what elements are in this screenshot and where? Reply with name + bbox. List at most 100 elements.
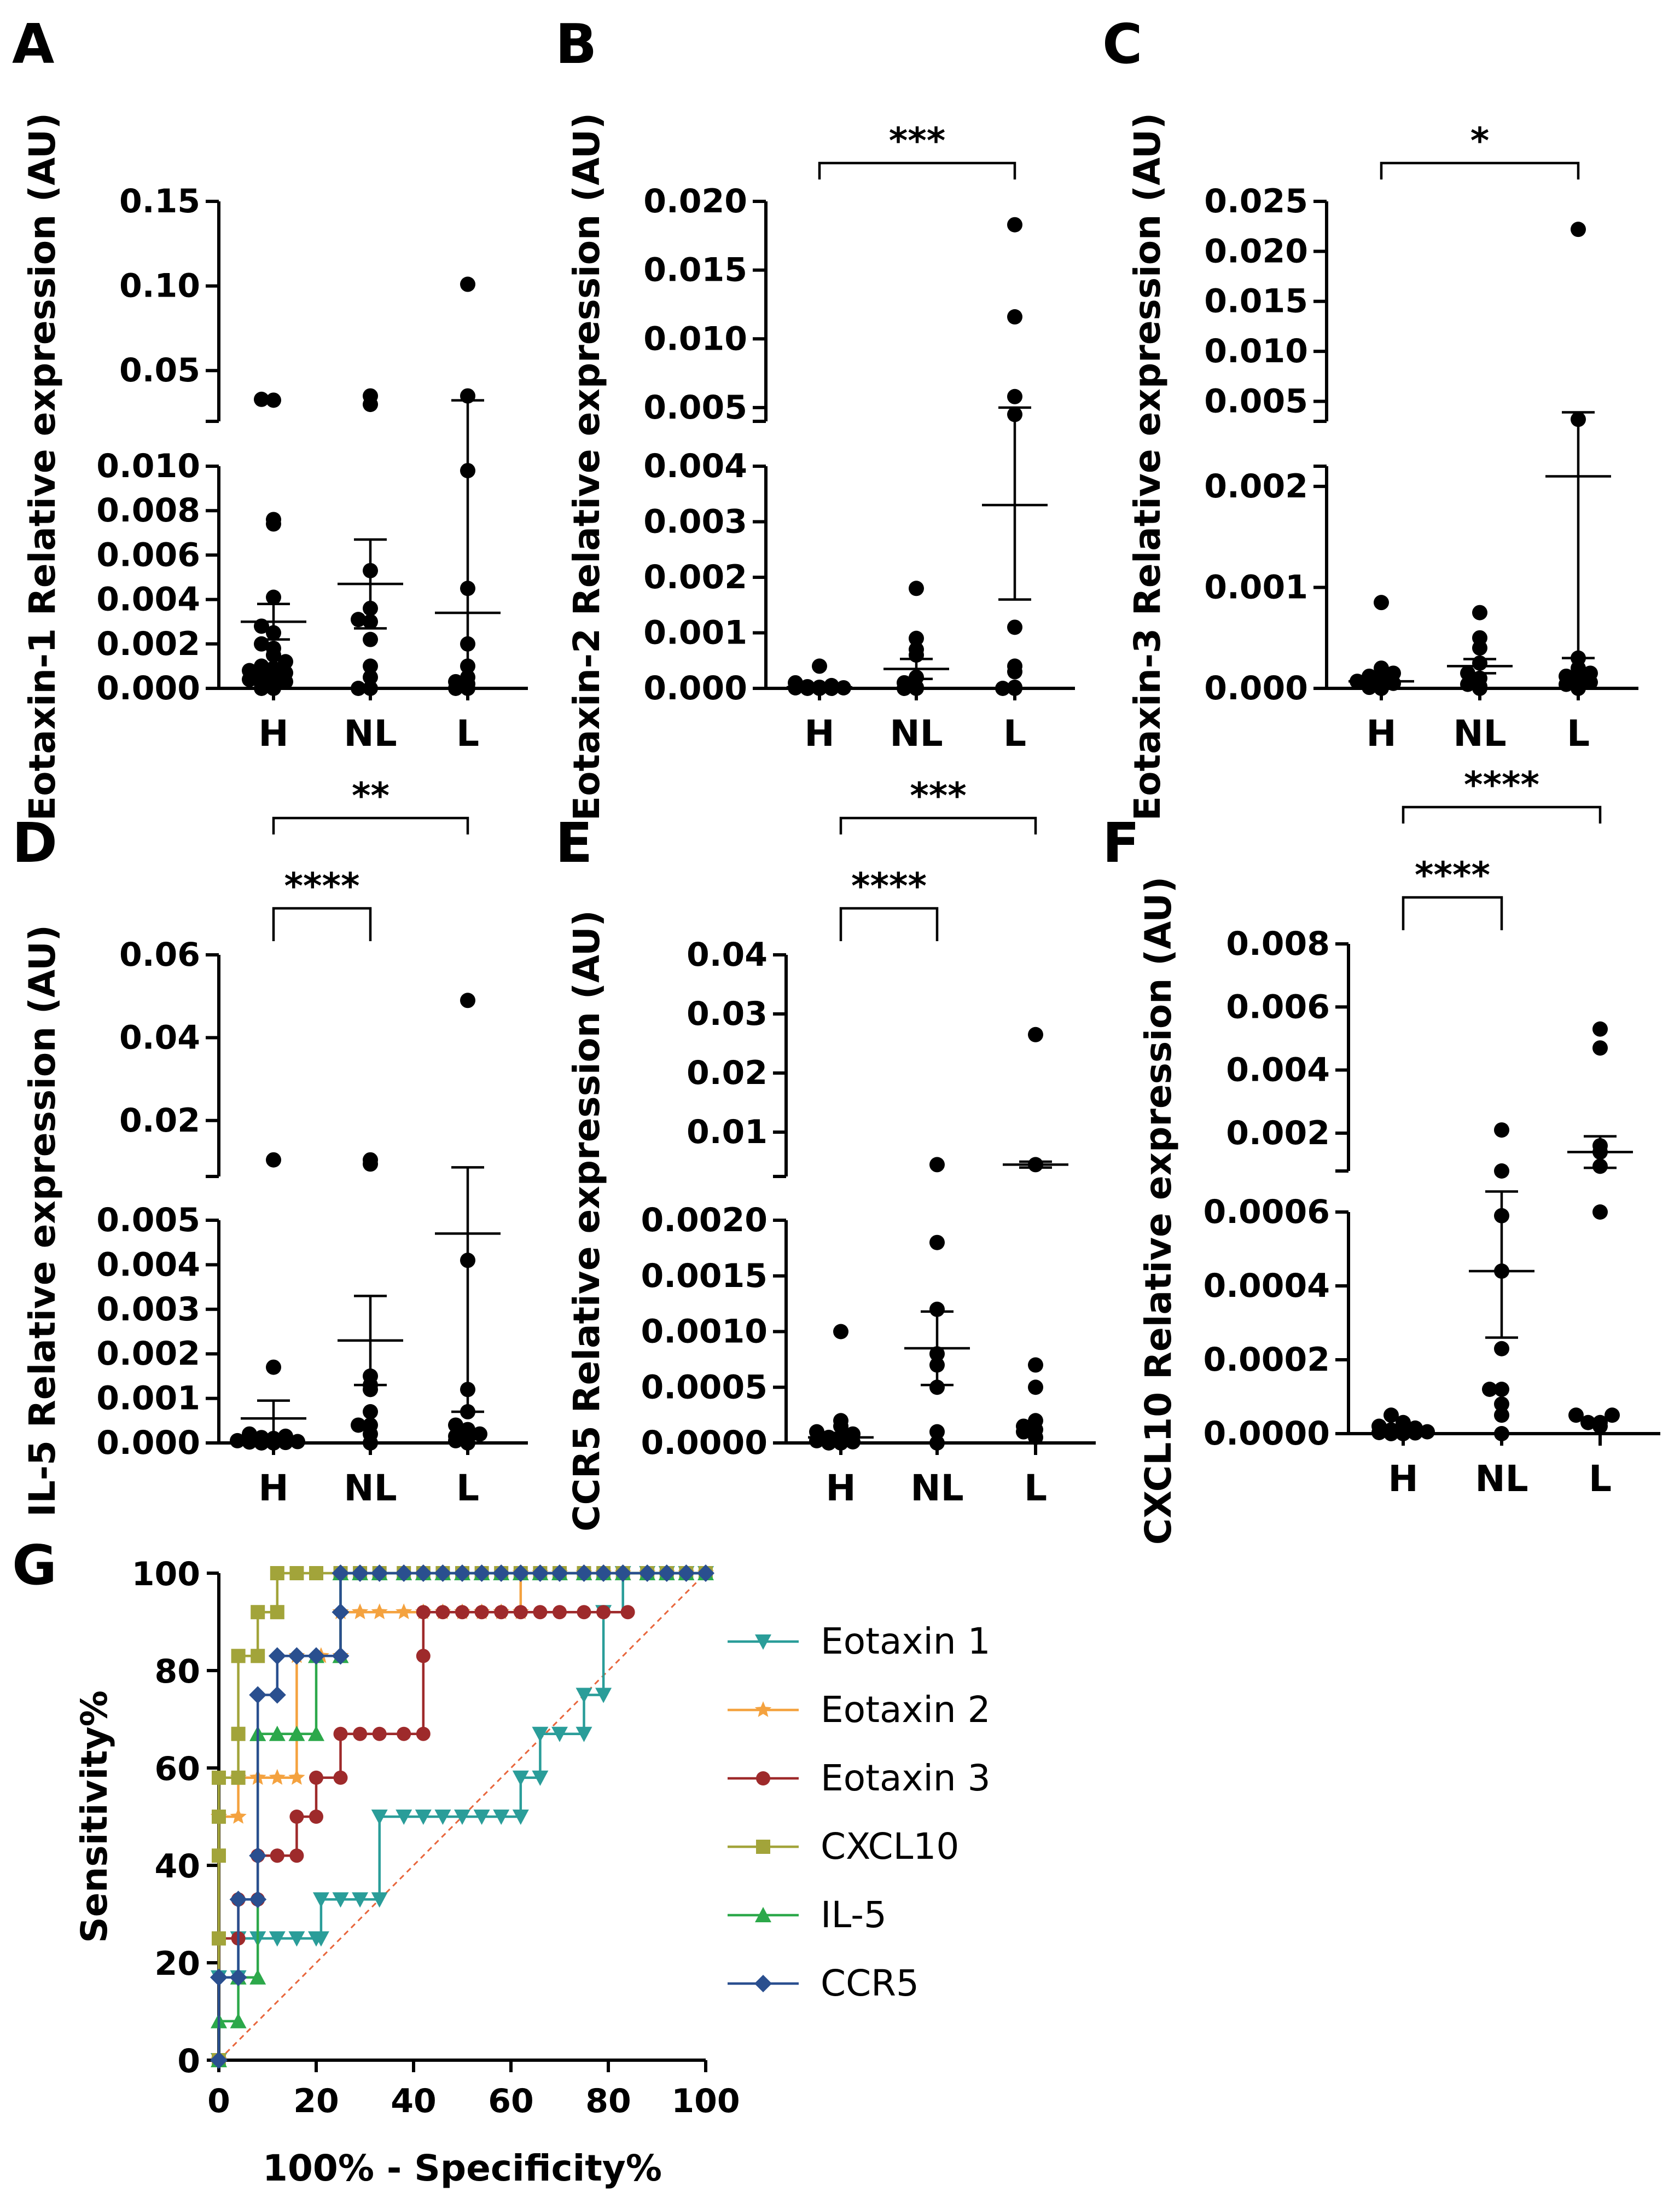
data-point [1374, 595, 1389, 611]
series-marker [307, 1647, 325, 1665]
data-point [1420, 1424, 1435, 1440]
group-H [1370, 1407, 1436, 1441]
series-marker [754, 1701, 772, 1717]
y-tick-label: 0.0010 [641, 1313, 768, 1351]
y-tick-label: 0.000 [96, 669, 200, 708]
data-point [1494, 1341, 1509, 1356]
x-category-label: NL [1475, 1458, 1528, 1500]
data-point [448, 1417, 463, 1433]
data-point [351, 612, 366, 628]
x-axis-title: 100% - Specificity% [263, 2147, 662, 2189]
significance-label: **** [851, 865, 927, 907]
series-marker [396, 1810, 412, 1825]
y-tick-label: 0.020 [1204, 232, 1308, 270]
data-point [929, 1435, 945, 1451]
y-tick-label: 0.01 [687, 1113, 768, 1151]
data-point [254, 658, 269, 674]
data-point [929, 1234, 945, 1250]
series-marker [249, 1847, 267, 1865]
series-marker [454, 1564, 471, 1582]
series-marker [251, 1605, 265, 1620]
data-point [266, 589, 281, 605]
series-marker [532, 1770, 549, 1786]
x-category-label: L [1003, 712, 1026, 755]
x-category-label: L [1567, 712, 1590, 755]
y-tick-label: 0.002 [1204, 467, 1308, 506]
y-tick-label: 0.006 [1226, 988, 1330, 1026]
x-category-label: H [804, 712, 834, 755]
x-category-label: NL [1453, 712, 1506, 755]
series-marker [231, 1770, 246, 1785]
data-point [1028, 1027, 1043, 1042]
series-marker [596, 1605, 611, 1620]
series-marker [249, 1686, 267, 1704]
series-marker [309, 1770, 323, 1785]
data-point [833, 1324, 848, 1340]
y-tick-label: 0.001 [1204, 568, 1308, 606]
series-marker [332, 1892, 349, 1908]
series-marker [575, 1688, 592, 1703]
series-marker [372, 1726, 387, 1741]
data-point [1559, 668, 1574, 684]
data-point [1592, 1021, 1608, 1037]
series-marker [493, 1810, 510, 1825]
y-tick-label: 0.0005 [641, 1368, 768, 1406]
y-tick-label: 0.002 [1226, 1114, 1330, 1152]
series-marker [332, 1603, 350, 1621]
data-point [1592, 1204, 1608, 1220]
data-point [363, 1404, 378, 1420]
y-tick-label: 0.010 [96, 447, 200, 485]
x-category-label: H [1366, 712, 1396, 755]
data-point [929, 1157, 945, 1173]
y-tick-label: 0.010 [1204, 332, 1308, 370]
data-point [1494, 1122, 1509, 1138]
group-L [435, 276, 501, 696]
legend-item: Eotaxin 2 [728, 1689, 991, 1731]
group-NL [1469, 1122, 1534, 1441]
y-axis-title: Sensitivity% [73, 1690, 115, 1943]
legend-item: Eotaxin 1 [728, 1620, 991, 1662]
y-tick-label: 0.004 [1226, 1051, 1330, 1089]
panel-F: F 0.0000 0.0002 0.0004 0.0006 0.002 0.004 0.006… [1102, 764, 1660, 1545]
data-point [1028, 1413, 1043, 1429]
data-point [1007, 309, 1022, 325]
series-marker [212, 1848, 226, 1863]
legend-label: Eotaxin 3 [821, 1757, 991, 1799]
x-tick-label: 20 [293, 2082, 339, 2120]
series-marker [249, 1891, 267, 1909]
series-marker [308, 1725, 324, 1741]
data-point [266, 1359, 281, 1375]
data-point [1494, 1407, 1509, 1423]
series-marker [756, 1771, 770, 1785]
significance-label: ** [352, 775, 390, 817]
series-marker [513, 1605, 528, 1620]
data-point [278, 665, 293, 681]
panel-letter: F [1102, 811, 1140, 875]
data-point [266, 392, 281, 408]
series-marker [575, 1726, 592, 1742]
data-point [290, 1434, 305, 1450]
data-point [266, 1152, 281, 1168]
y-tick-label: 60 [155, 1750, 201, 1788]
series-marker [434, 1810, 451, 1825]
series-marker [212, 1770, 226, 1785]
y-axis-title: Eotaxin-3 Relative expression (AU) [1126, 113, 1169, 821]
series-marker [212, 1810, 226, 1824]
series-marker [268, 1686, 286, 1704]
series-marker [454, 1810, 470, 1825]
y-tick-label: 100 [132, 1555, 200, 1593]
series-marker [492, 1564, 510, 1582]
reference-diagonal [218, 1572, 707, 2061]
y-tick-label: 80 [155, 1653, 201, 1691]
series-marker [231, 1726, 246, 1741]
series-marker [210, 2051, 228, 2069]
data-point [266, 660, 281, 676]
series-marker [474, 1605, 489, 1620]
series-marker [754, 1975, 772, 1992]
significance-bracket [1402, 896, 1503, 930]
data-point [809, 1424, 824, 1440]
data-point [1007, 658, 1022, 674]
group-NL [1447, 605, 1513, 696]
series-marker [269, 1769, 286, 1785]
series-marker [210, 1968, 228, 1986]
